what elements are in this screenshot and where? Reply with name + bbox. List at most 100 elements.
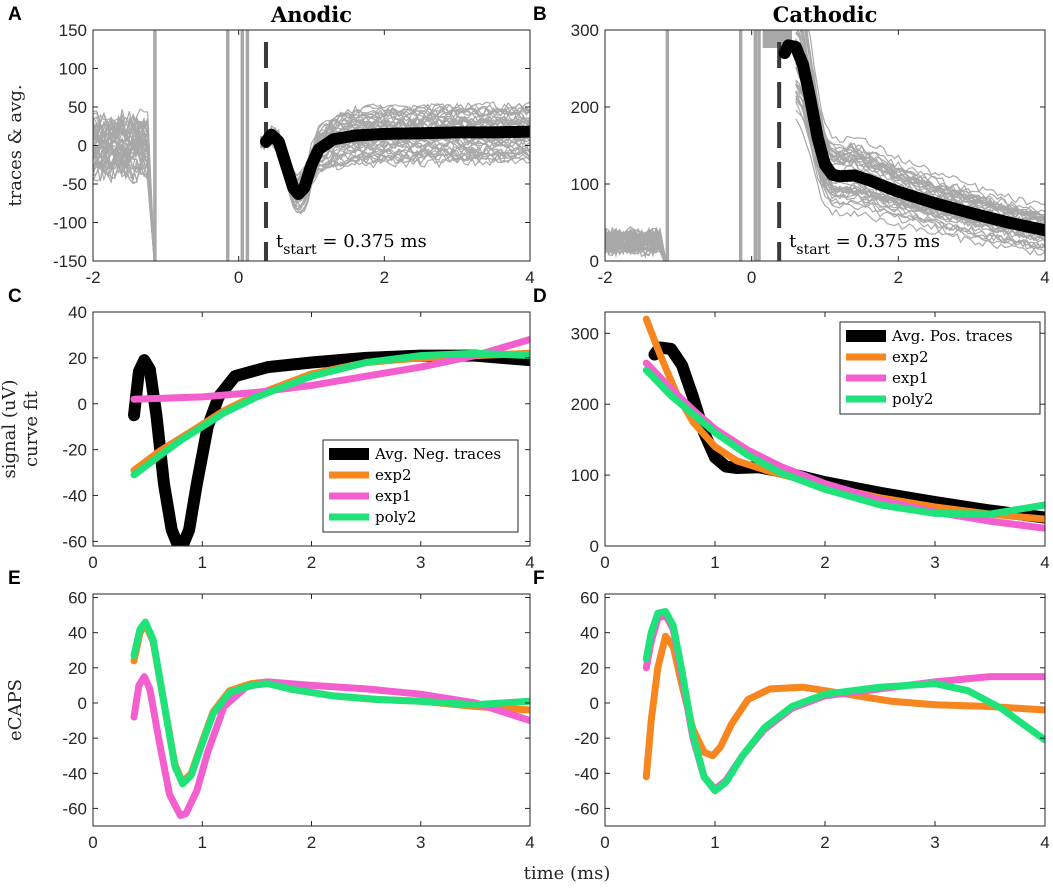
y-axis-label: eCAPS	[5, 679, 26, 741]
y-tick-label: 0	[590, 537, 599, 556]
y-tick-label: 300	[571, 21, 599, 40]
panel-label: A	[8, 4, 22, 25]
y-tick-label: 60	[580, 589, 599, 608]
y-tick-label: 100	[571, 466, 599, 485]
y-tick-label: 200	[571, 98, 599, 117]
y-tick-label: -150	[53, 252, 87, 271]
panel-d: 0 1 2 3 4 0 100 200 300 D Avg. Pos. traces exp2 exp1…	[533, 286, 1050, 572]
x-tick-label: 0	[600, 833, 609, 852]
x-tick-label: 1	[198, 553, 207, 572]
y-tick-label: -100	[53, 214, 87, 233]
x-axis-label: time (ms)	[524, 863, 611, 884]
x-tick-label: 0	[88, 833, 97, 852]
legend: Avg. Pos. traces exp2 exp1 poly2	[839, 321, 1041, 415]
x-tick-label: 1	[710, 833, 719, 852]
y-tick-label: 0	[78, 694, 87, 713]
legend-entry: exp2	[892, 348, 928, 366]
plot-area	[128, 336, 530, 546]
y-tick-label: -40	[574, 764, 599, 783]
y-tick-label: 0	[590, 694, 599, 713]
axes-box	[604, 29, 1046, 262]
y-tick-label: 100	[59, 60, 87, 79]
series-avg-neg-traces	[260, 125, 530, 200]
plot-area	[642, 315, 1045, 532]
legend-entry: exp1	[375, 487, 411, 505]
x-tick-label: 4	[1040, 833, 1049, 852]
series-poly2	[642, 366, 1045, 518]
x-tick-label: -2	[85, 268, 100, 287]
series-exp1	[130, 336, 530, 403]
x-tick-label: -2	[597, 268, 612, 287]
y-tick-label: 60	[68, 589, 87, 608]
y-axis-label: traces & avg.	[5, 84, 26, 206]
x-tick-label: 3	[416, 553, 425, 572]
y-tick-label: 0	[78, 395, 87, 414]
panel-a: -2 0 2 4 -150 -100 -50 0 50 100 150 A Anodic traces &…	[5, 2, 535, 287]
y-tick-label: 0	[78, 137, 87, 156]
x-tick-label: 0	[747, 268, 756, 287]
y-tick-label: -20	[62, 729, 87, 748]
x-tick-label: 3	[416, 833, 425, 852]
x-tick-label: 2	[380, 268, 389, 287]
y-tick-label: -20	[62, 441, 87, 460]
y-axis-label: signal (uV)	[0, 380, 20, 479]
panel-label: B	[533, 4, 547, 25]
x-tick-label: 0	[234, 268, 243, 287]
legend: Avg. Neg. traces exp2 exp1 poly2	[322, 439, 519, 533]
y-tick-label: 40	[580, 624, 599, 643]
x-tick-label: 4	[525, 833, 534, 852]
panel-label: F	[533, 568, 545, 589]
series-avg-pos-traces	[778, 39, 1045, 237]
panel-title: Anodic	[270, 2, 352, 27]
x-tick-label: 1	[710, 553, 719, 572]
x-tick-label: 3	[930, 553, 939, 572]
x-tick-label: 0	[88, 553, 97, 572]
t-start-annotation: tstart = 0.375 ms	[789, 231, 940, 258]
plot-area	[93, 30, 530, 261]
y-tick-label: -40	[62, 487, 87, 506]
series-poly2	[642, 608, 1045, 795]
x-tick-label: 4	[1040, 553, 1049, 572]
panel-f: 0 1 2 3 4 -60 -40 -20 0 20 40 60 F	[533, 568, 1050, 852]
legend-entry: poly2	[375, 508, 416, 526]
panel-title: Cathodic	[773, 2, 878, 27]
x-tick-label: 4	[525, 553, 534, 572]
y-tick-label: 200	[571, 395, 599, 414]
x-tick-label: 0	[600, 553, 609, 572]
panel-label: E	[8, 568, 21, 589]
legend-entry: poly2	[892, 390, 933, 408]
raw-traces	[93, 30, 530, 261]
y-tick-label: -20	[574, 729, 599, 748]
plot-area	[605, 30, 1045, 261]
y-tick-label: 300	[571, 324, 599, 343]
y-tick-label: 0	[590, 252, 599, 271]
y-tick-label: -60	[574, 799, 599, 818]
plot-area	[642, 608, 1045, 795]
x-tick-label: 2	[894, 268, 903, 287]
x-tick-label: 2	[307, 833, 316, 852]
y-tick-label: -50	[62, 175, 87, 194]
y-tick-label: -60	[62, 799, 87, 818]
x-tick-label: 2	[820, 833, 829, 852]
x-tick-label: 4	[525, 268, 534, 287]
plot-area	[130, 618, 530, 819]
x-tick-label: 3	[930, 833, 939, 852]
series-poly2	[130, 349, 530, 479]
series-exp2	[642, 632, 1045, 781]
y-tick-label: 50	[68, 98, 87, 117]
x-tick-label: 1	[198, 833, 207, 852]
y-tick-label: 20	[68, 349, 87, 368]
y-tick-label: 40	[68, 303, 87, 322]
y-tick-label: 20	[68, 659, 87, 678]
series-exp1	[130, 673, 530, 819]
y-tick-label: -60	[62, 532, 87, 551]
x-tick-label: 4	[1040, 268, 1049, 287]
legend-entry: Avg. Neg. traces	[374, 445, 501, 463]
series-avg-neg-traces	[128, 349, 530, 546]
raw-traces	[605, 30, 1045, 261]
legend-entry: exp1	[892, 369, 928, 387]
legend-entry: exp2	[375, 466, 411, 484]
